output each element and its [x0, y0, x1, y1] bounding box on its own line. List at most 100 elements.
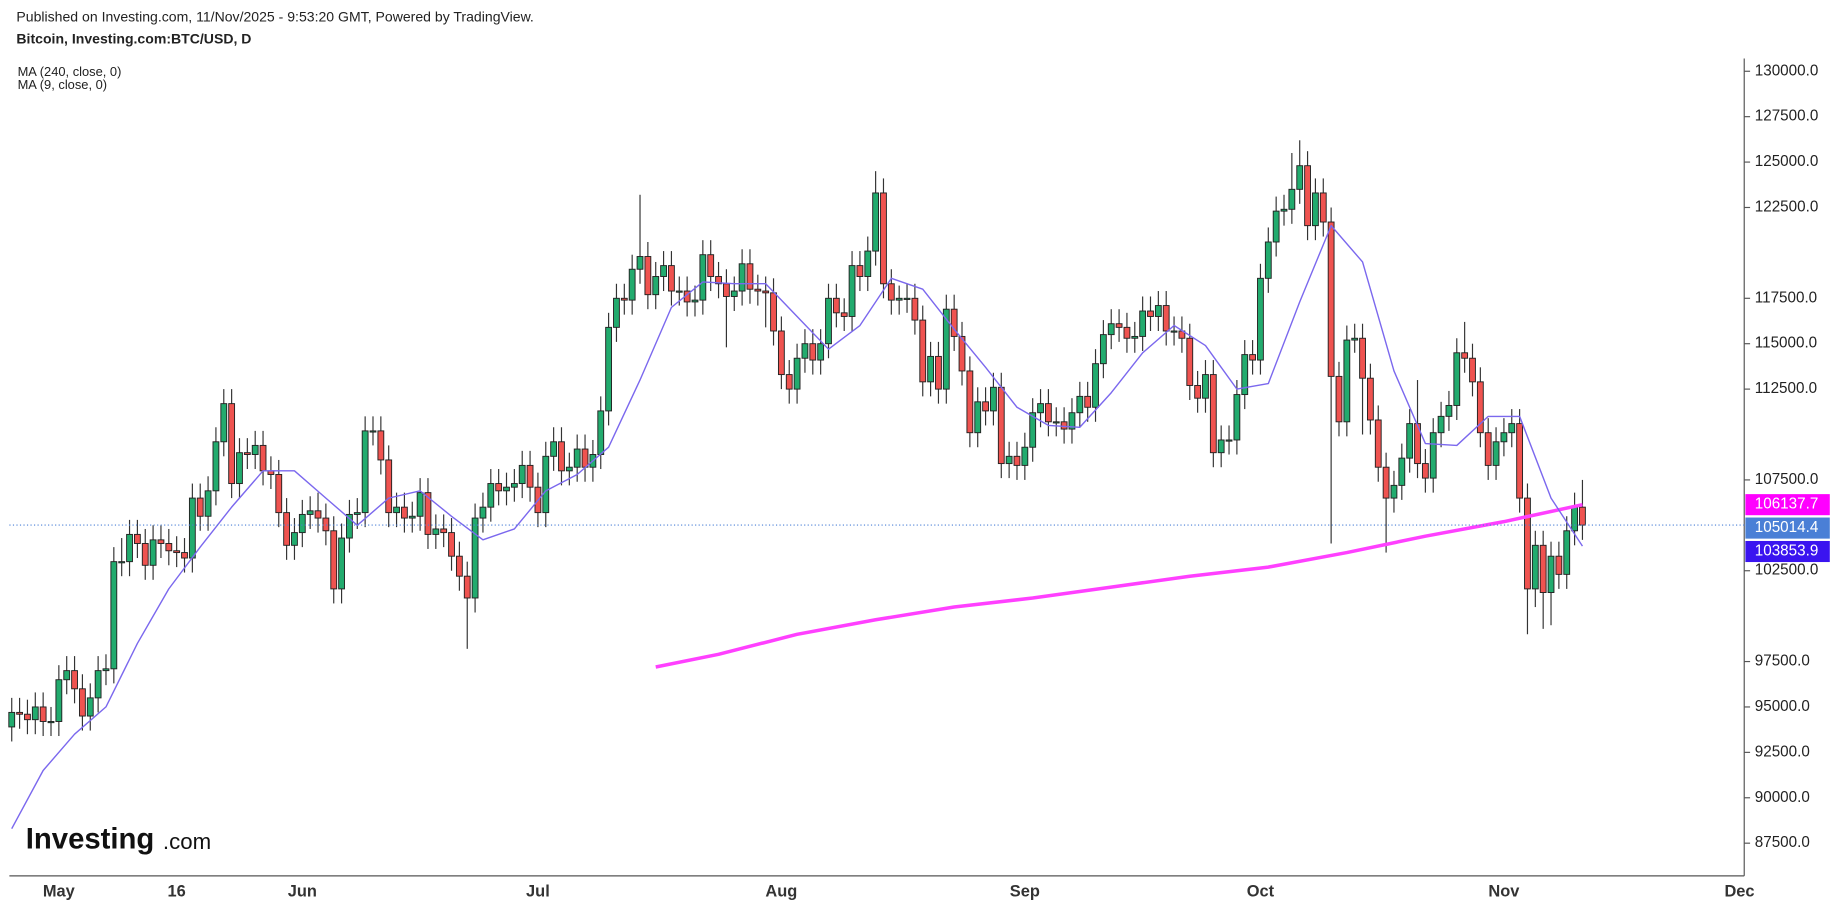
candle-body	[1202, 374, 1209, 399]
y-tick-label: 97500.0	[1755, 653, 1810, 670]
candle-body	[141, 543, 149, 566]
candle-body	[565, 466, 573, 472]
candle-body	[1092, 363, 1099, 408]
candle-body	[346, 513, 353, 539]
candle-body	[424, 492, 432, 535]
candle-body	[1037, 403, 1044, 414]
candle-body	[86, 697, 94, 717]
candle-body	[196, 497, 204, 517]
candle-body	[251, 444, 259, 455]
candle-body	[1500, 432, 1508, 443]
candle-body	[440, 528, 448, 534]
candle-body	[487, 483, 495, 508]
candle-body	[997, 386, 1005, 465]
candle-body	[463, 575, 471, 599]
candle-body	[416, 492, 424, 517]
candle-body	[1029, 412, 1037, 448]
candle-body	[1335, 375, 1343, 423]
candle-body	[746, 263, 754, 290]
x-tick-label: 16	[168, 883, 186, 901]
x-tick-label: Sep	[1010, 883, 1040, 901]
candle-body	[817, 343, 825, 361]
candle-body	[47, 721, 55, 724]
candle-body	[895, 297, 903, 301]
candle-body	[581, 448, 589, 468]
candle-body	[777, 330, 785, 376]
price-tag	[1745, 517, 1830, 539]
candle-body	[377, 430, 385, 461]
candle-body	[243, 452, 251, 455]
candle-body	[149, 539, 157, 566]
candle-body	[94, 670, 102, 699]
candle-body	[825, 297, 832, 345]
candle-body	[1257, 277, 1264, 361]
candle-body	[526, 464, 534, 488]
candle-body	[448, 532, 455, 557]
candle-body	[1547, 555, 1555, 594]
candle-body	[1374, 419, 1382, 468]
x-tick-label: Aug	[765, 883, 797, 901]
candle-body	[31, 706, 39, 721]
candle-body	[660, 265, 667, 277]
candle-body	[1571, 506, 1578, 532]
candle-body	[785, 374, 793, 390]
x-tick-label: Dec	[1724, 883, 1754, 901]
candle-body	[1445, 404, 1453, 417]
candle-body	[39, 706, 47, 722]
candle-body	[597, 410, 605, 455]
candle-body	[1469, 357, 1476, 383]
candle-body	[675, 290, 683, 293]
y-tick-label: 130000.0	[1755, 62, 1819, 79]
published-note: Published on Investing.com, 11/Nov/2025 …	[16, 8, 533, 24]
candle-body	[1131, 335, 1139, 339]
candle-body	[762, 290, 770, 294]
candle-body	[55, 679, 63, 722]
candle-body	[1524, 497, 1531, 590]
candle-body	[573, 448, 581, 468]
candle-body	[620, 297, 628, 301]
candle-body	[1186, 337, 1194, 386]
candle-body	[432, 528, 440, 535]
candle-body	[1021, 446, 1029, 466]
candle-body	[173, 550, 181, 554]
candle-body	[1492, 441, 1500, 466]
candle-body	[668, 265, 675, 292]
candle-body	[518, 464, 526, 485]
candle-body	[298, 513, 306, 534]
candle-body	[1115, 323, 1123, 328]
candle-body	[212, 441, 220, 492]
candle-body	[322, 517, 330, 532]
candle-body	[1508, 423, 1516, 434]
candle-body	[1060, 421, 1068, 430]
candle-body	[385, 459, 393, 514]
candle-body	[903, 297, 911, 300]
candle-body	[1013, 455, 1021, 466]
candle-body	[990, 386, 997, 412]
logo-suffix: .com	[163, 829, 211, 854]
candle-body	[1147, 310, 1154, 317]
candle-body	[110, 561, 118, 670]
candle-body	[1555, 555, 1563, 575]
candle-body	[605, 326, 613, 412]
candle-body	[793, 357, 801, 390]
candle-body	[479, 506, 487, 519]
candle-body	[691, 299, 699, 303]
candle-body	[652, 276, 660, 296]
candle-body	[942, 308, 950, 390]
candle-body	[832, 297, 840, 314]
candle-body	[330, 530, 338, 590]
candle-body	[1249, 354, 1256, 361]
candle-body	[306, 510, 314, 515]
candle-body	[8, 711, 16, 728]
candle-body	[809, 343, 817, 361]
y-tick-label: 112500.0	[1755, 380, 1817, 397]
legend-entry: MA (240, close, 0)	[18, 64, 122, 79]
candle-body	[1406, 423, 1414, 459]
candle-body	[1516, 423, 1524, 499]
candle-body	[1272, 210, 1280, 243]
legend-entry: MA (9, close, 0)	[18, 77, 108, 92]
candle-body	[314, 510, 322, 519]
candle-body	[275, 474, 283, 514]
candle-body	[181, 552, 188, 559]
candle-body	[1312, 192, 1319, 227]
